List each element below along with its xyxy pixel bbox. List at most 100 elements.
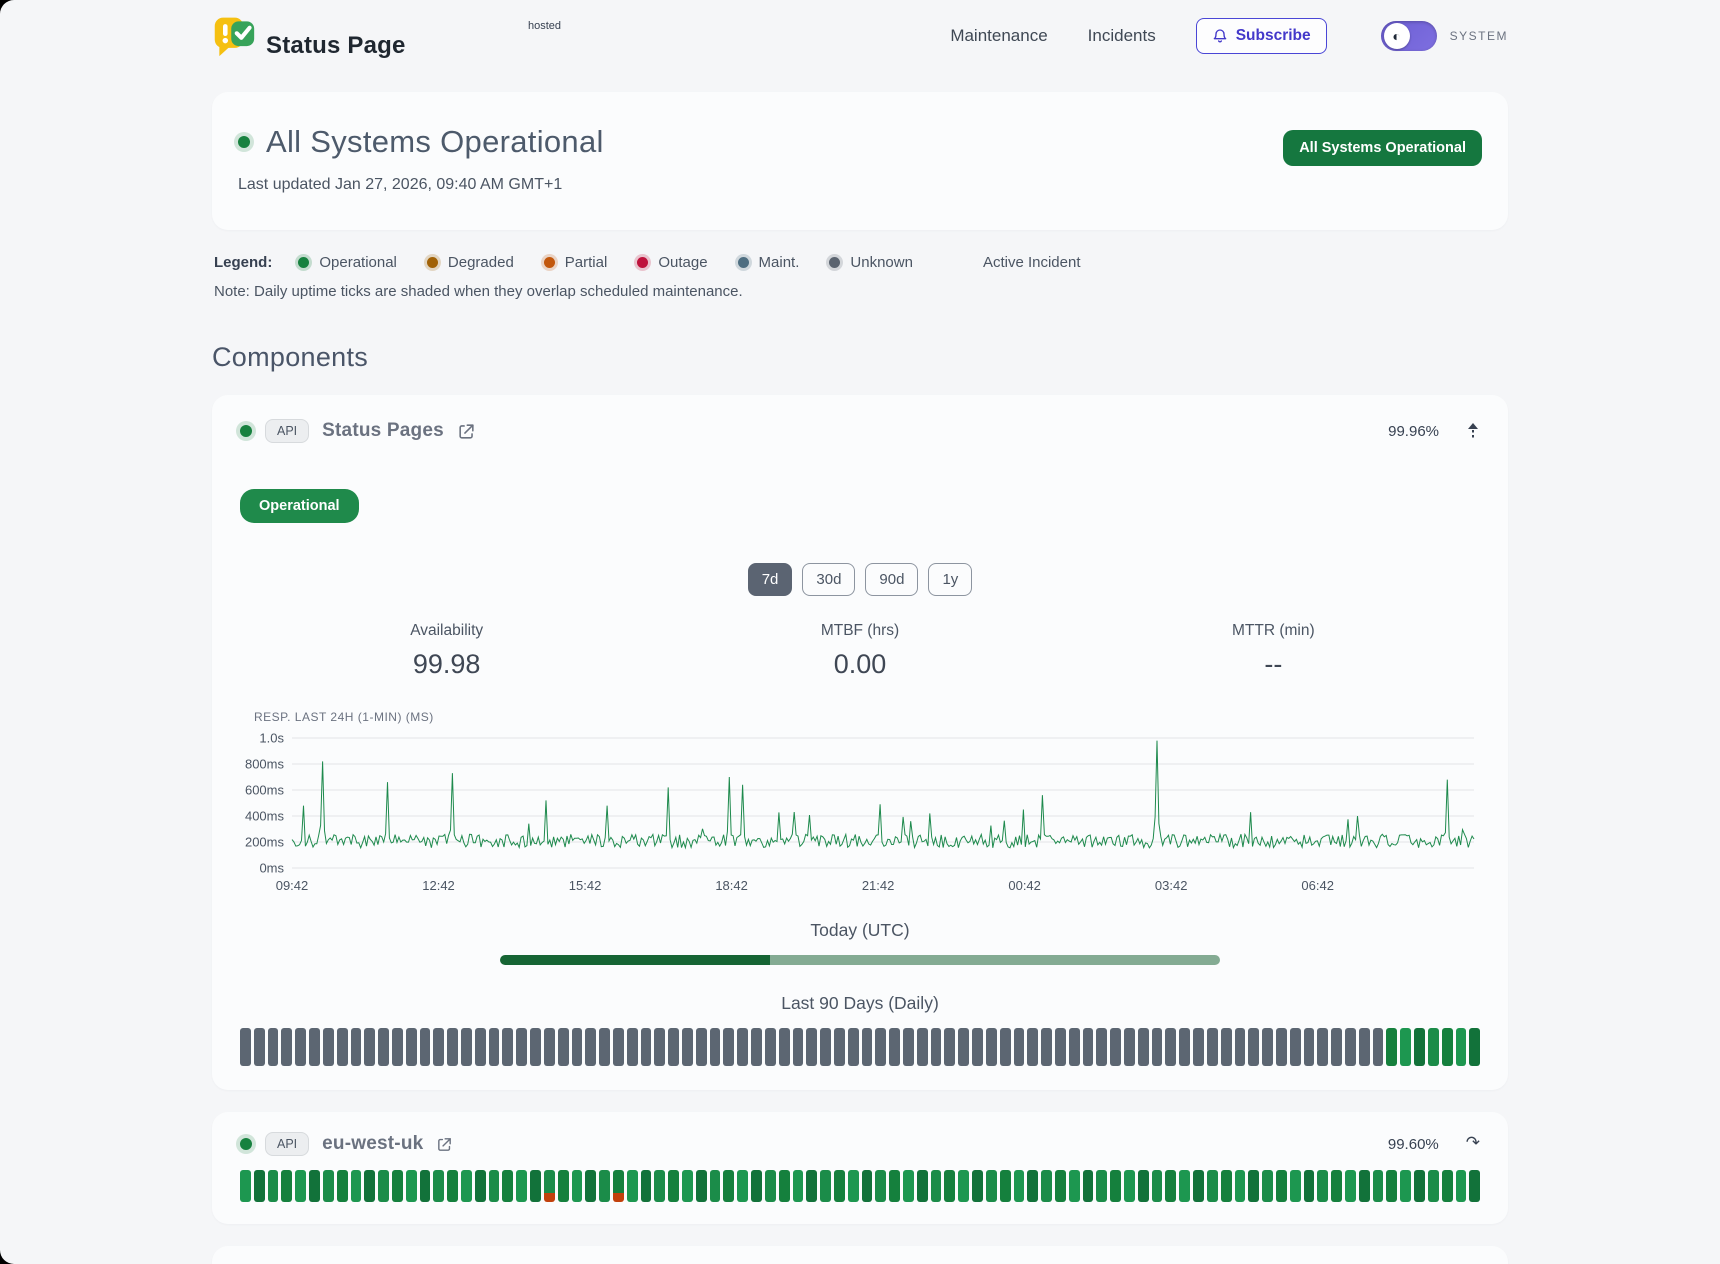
uptime-tick-operational[interactable] xyxy=(267,1170,279,1202)
uptime-tick-unknown[interactable] xyxy=(654,1028,666,1066)
uptime-tick-unknown[interactable] xyxy=(764,1028,776,1066)
uptime-tick-operational[interactable] xyxy=(461,1170,472,1202)
uptime-tick-operational[interactable] xyxy=(1013,1170,1025,1202)
uptime-tick-operational[interactable] xyxy=(405,1170,417,1202)
uptime-tick-unknown[interactable] xyxy=(309,1028,320,1066)
uptime-tick-unknown[interactable] xyxy=(1068,1028,1080,1066)
uptime-tick-unknown[interactable] xyxy=(1124,1028,1135,1066)
uptime-tick-unknown[interactable] xyxy=(502,1028,514,1066)
uptime-tick-unknown[interactable] xyxy=(958,1028,970,1066)
uptime-tick-unknown[interactable] xyxy=(1096,1028,1108,1066)
uptime-tick-operational[interactable] xyxy=(322,1170,334,1202)
uptime-tick-operational[interactable] xyxy=(958,1170,970,1202)
uptime-tick-unknown[interactable] xyxy=(1303,1028,1315,1066)
uptime-tick-operational[interactable] xyxy=(1427,1028,1439,1066)
uptime-tick-unknown[interactable] xyxy=(737,1028,749,1066)
uptime-tick-operational[interactable] xyxy=(820,1170,831,1202)
uptime-tick-unknown[interactable] xyxy=(1248,1028,1260,1066)
uptime-tick-operational[interactable] xyxy=(1206,1170,1218,1202)
uptime-tick-unknown[interactable] xyxy=(474,1028,486,1066)
uptime-tick-operational[interactable] xyxy=(695,1170,707,1202)
uptime-tick-unknown[interactable] xyxy=(1331,1028,1342,1066)
uptime-tick-operational[interactable] xyxy=(626,1170,638,1202)
uptime-tick-unknown[interactable] xyxy=(1262,1028,1273,1066)
uptime-tick-unknown[interactable] xyxy=(1054,1028,1066,1066)
uptime-tick-operational[interactable] xyxy=(1165,1170,1177,1202)
uptime-tick-operational[interactable] xyxy=(1331,1170,1342,1202)
uptime-tick-unknown[interactable] xyxy=(281,1028,293,1066)
uptime-tick-unknown[interactable] xyxy=(889,1028,900,1066)
uptime-tick-operational[interactable] xyxy=(903,1170,914,1202)
uptime-tick-operational[interactable] xyxy=(502,1170,514,1202)
uptime-tick-operational[interactable] xyxy=(1068,1170,1080,1202)
uptime-tick-operational[interactable] xyxy=(640,1170,652,1202)
uptime-tick-operational[interactable] xyxy=(1414,1170,1425,1202)
uptime-tick-unknown[interactable] xyxy=(1358,1028,1370,1066)
uptime-tick-operational[interactable] xyxy=(875,1170,887,1202)
uptime-tick-operational[interactable] xyxy=(599,1170,610,1202)
uptime-tick-unknown[interactable] xyxy=(695,1028,707,1066)
uptime-tick-unknown[interactable] xyxy=(1137,1028,1149,1066)
uptime-tick-unknown[interactable] xyxy=(985,1028,997,1066)
uptime-tick-operational[interactable] xyxy=(1027,1170,1039,1202)
uptime-tick-operational[interactable] xyxy=(1345,1170,1356,1202)
uptime-tick-operational[interactable] xyxy=(806,1170,818,1202)
uptime-tick-operational[interactable] xyxy=(557,1170,569,1202)
uptime-tick-operational[interactable] xyxy=(1455,1028,1467,1066)
uptime-tick-unknown[interactable] xyxy=(682,1028,693,1066)
uptime-tick-unknown[interactable] xyxy=(253,1028,265,1066)
uptime-tick-operational[interactable] xyxy=(1386,1028,1398,1066)
uptime-tick-operational[interactable] xyxy=(1110,1170,1121,1202)
uptime-tick-operational[interactable] xyxy=(916,1170,928,1202)
uptime-tick-operational[interactable] xyxy=(1358,1170,1370,1202)
uptime-tick-operational[interactable] xyxy=(861,1170,873,1202)
uptime-tick-operational[interactable] xyxy=(364,1170,376,1202)
uptime-tick-operational[interactable] xyxy=(792,1170,804,1202)
uptime-tick-operational[interactable] xyxy=(474,1170,486,1202)
uptime-tick-operational[interactable] xyxy=(1220,1170,1232,1202)
uptime-tick-unknown[interactable] xyxy=(792,1028,804,1066)
uptime-tick-partial[interactable] xyxy=(612,1170,624,1202)
range-button-7d[interactable]: 7d xyxy=(747,563,793,596)
uptime-tick-operational[interactable] xyxy=(709,1170,721,1202)
uptime-tick-unknown[interactable] xyxy=(875,1028,887,1066)
uptime-tick-unknown[interactable] xyxy=(295,1028,307,1066)
uptime-tick-operational[interactable] xyxy=(1275,1170,1287,1202)
uptime-tick-unknown[interactable] xyxy=(1165,1028,1177,1066)
uptime-tick-unknown[interactable] xyxy=(419,1028,431,1066)
uptime-tick-unknown[interactable] xyxy=(557,1028,569,1066)
uptime-tick-operational[interactable] xyxy=(1041,1170,1052,1202)
uptime-tick-operational[interactable] xyxy=(1317,1170,1329,1202)
uptime-tick-operational[interactable] xyxy=(833,1170,845,1202)
theme-toggle[interactable]: ◐ xyxy=(1380,21,1437,51)
uptime-tick-unknown[interactable] xyxy=(944,1028,956,1066)
uptime-tick-unknown[interactable] xyxy=(461,1028,472,1066)
uptime-tick-operational[interactable] xyxy=(1441,1170,1453,1202)
uptime-tick-operational[interactable] xyxy=(1469,1170,1481,1202)
uptime-tick-operational[interactable] xyxy=(1151,1170,1163,1202)
range-button-30d[interactable]: 30d xyxy=(802,563,856,596)
uptime-tick-unknown[interactable] xyxy=(1372,1028,1384,1066)
uptime-tick-operational[interactable] xyxy=(764,1170,776,1202)
uptime-tick-unknown[interactable] xyxy=(820,1028,831,1066)
uptime-tick-operational[interactable] xyxy=(240,1170,251,1202)
uptime-tick-unknown[interactable] xyxy=(668,1028,679,1066)
uptime-tick-operational[interactable] xyxy=(1082,1170,1094,1202)
uptime-tick-operational[interactable] xyxy=(737,1170,749,1202)
uptime-tick-operational[interactable] xyxy=(972,1170,983,1202)
uptime-tick-operational[interactable] xyxy=(723,1170,735,1202)
uptime-tick-unknown[interactable] xyxy=(1151,1028,1163,1066)
uptime-tick-operational[interactable] xyxy=(585,1170,597,1202)
uptime-tick-unknown[interactable] xyxy=(640,1028,652,1066)
nav-incidents[interactable]: Incidents xyxy=(1087,26,1156,45)
uptime-tick-operational[interactable] xyxy=(1400,1028,1412,1066)
uptime-tick-unknown[interactable] xyxy=(1317,1028,1329,1066)
uptime-tick-operational[interactable] xyxy=(295,1170,307,1202)
uptime-tick-unknown[interactable] xyxy=(267,1028,279,1066)
uptime-tick-operational[interactable] xyxy=(447,1170,458,1202)
uptime-tick-operational[interactable] xyxy=(1289,1170,1301,1202)
uptime-tick-unknown[interactable] xyxy=(723,1028,735,1066)
uptime-tick-operational[interactable] xyxy=(1262,1170,1273,1202)
uptime-tick-unknown[interactable] xyxy=(1275,1028,1287,1066)
uptime-tick-operational[interactable] xyxy=(930,1170,942,1202)
